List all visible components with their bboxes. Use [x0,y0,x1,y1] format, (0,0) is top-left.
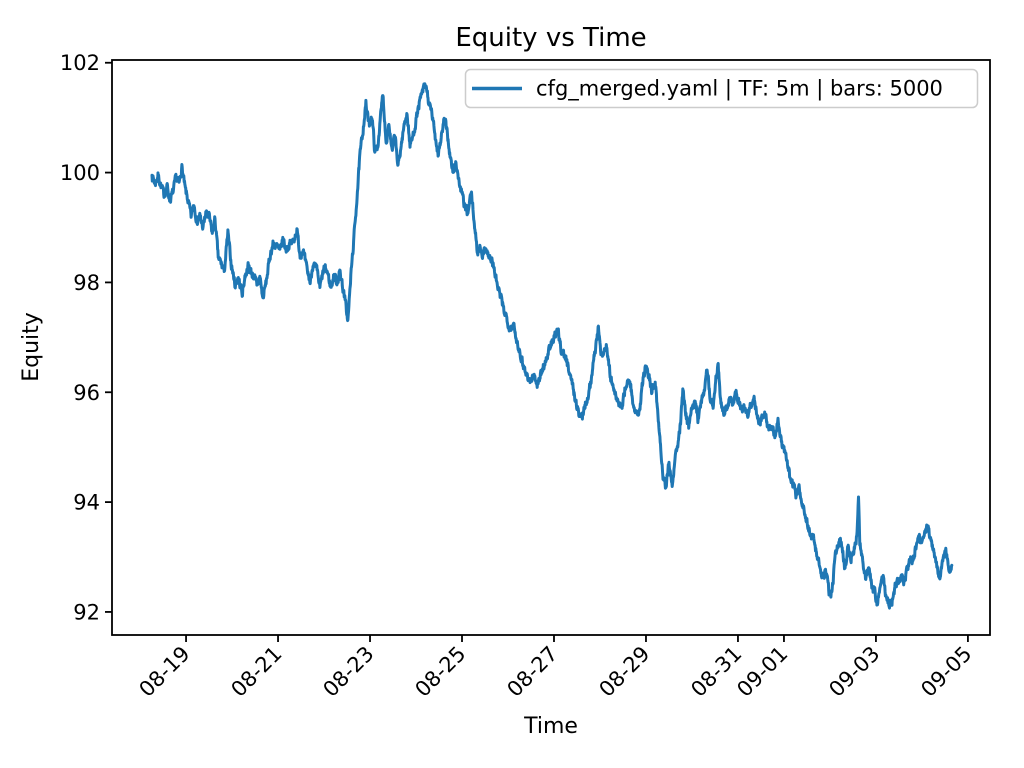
legend-box [464,68,979,109]
y-tick-label: 94 [73,491,100,515]
y-tick-label: 98 [73,271,100,295]
y-tick-label: 102 [60,51,100,75]
chart-title: Equity vs Time [455,23,646,53]
y-axis-ticks: 92 94 96 98 100 102 [60,51,112,624]
series-line [150,82,954,610]
legend-label: cfg_merged.yaml | TF: 5m | bars: 5000 [536,77,943,102]
y-tick-label: 96 [73,381,100,405]
plot-frame [111,59,991,636]
y-tick-label: 92 [73,600,100,624]
legend: cfg_merged.yaml | TF: 5m | bars: 5000 [464,68,979,109]
y-axis-label: Equity [19,312,44,382]
y-tick-label: 100 [60,161,100,185]
x-axis-label: Time [523,714,578,739]
series-group [150,82,954,610]
